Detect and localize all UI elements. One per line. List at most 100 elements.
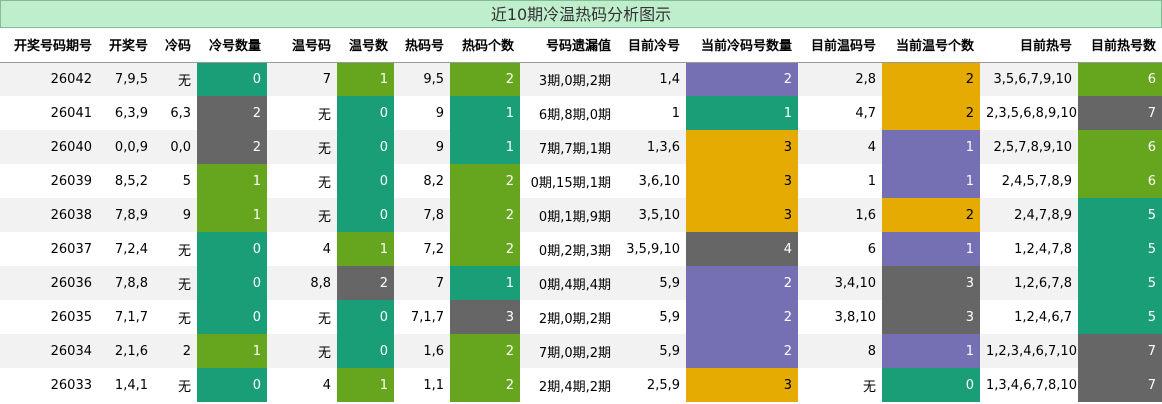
draw-number-cell: 26037 [0,232,98,266]
draw-number-cell: 26038 [0,198,98,232]
current-warm-count-cell: 0 [882,368,980,402]
current-cold-cell: 3,5,9,10 [617,232,686,266]
current-hot-count-cell: 5 [1078,198,1162,232]
cold-code-cell: 无 [154,368,197,402]
current-warm-cell: 3,4,10 [798,266,882,300]
table-row: 26039 8,5,2 5 1 无 0 8,2 2 0期,15期,1期 3,6,10 3 1 1 2,4,… [0,164,1162,198]
hot-count-cell: 1 [450,266,520,300]
warm-count-cell: 0 [337,130,394,164]
current-hot-count-cell: 5 [1078,232,1162,266]
warm-code-cell: 无 [267,334,337,368]
cold-code-cell: 无 [154,232,197,266]
cold-code-cell: 5 [154,164,197,198]
current-warm-count-cell: 3 [882,266,980,300]
hot-count-cell: 2 [450,62,520,96]
cold-count-cell: 1 [197,164,267,198]
warm-count-cell: 1 [337,62,394,96]
current-warm-header: 目前温码号 [798,28,882,63]
draw-number-cell: 26041 [0,96,98,130]
current-warm-count-cell: 1 [882,164,980,198]
header-row: 开奖号码期号 开奖号 冷码 冷号数量 温号码 温号数 热码号 热码个数 号码遗漏值 目前冷号 当前冷… [0,28,1162,63]
draw-number-cell: 26042 [0,62,98,96]
current-hot-cell: 1,2,3,4,6,7,10 [980,334,1078,368]
current-warm-cell: 4,7 [798,96,882,130]
hot-count-cell: 2 [450,334,520,368]
analysis-table: 开奖号码期号 开奖号 冷码 冷号数量 温号码 温号数 热码号 热码个数 号码遗漏值 目前冷号 当前冷… [0,28,1162,402]
cold-code-cell: 6,3 [154,96,197,130]
current-hot-cell: 3,5,6,7,9,10 [980,62,1078,96]
current-cold-count-cell: 2 [686,266,798,300]
current-cold-cell: 2,5,9 [617,368,686,402]
draw-number-cell: 26039 [0,164,98,198]
draw-result-cell: 0,0,9 [98,130,154,164]
table-row: 26037 7,2,4 无 0 4 1 7,2 2 0期,2期,3期 3,5,9,10 4 6 1 1,2… [0,232,1162,266]
cold-count-cell: 0 [197,300,267,334]
current-cold-count-cell: 3 [686,164,798,198]
current-hot-cell: 1,2,4,7,8 [980,232,1078,266]
current-hot-cell: 1,2,4,6,7 [980,300,1078,334]
table-row: 26036 7,8,8 无 0 8,8 2 7 1 0期,4期,4期 5,9 2 3,4,10 3 1,2… [0,266,1162,300]
cold-count-cell: 2 [197,130,267,164]
draw-result-cell: 8,5,2 [98,164,154,198]
current-cold-count-cell: 2 [686,334,798,368]
missing-value-cell: 0期,2期,3期 [520,232,617,266]
current-warm-cell: 1 [798,164,882,198]
current-cold-count-cell: 2 [686,300,798,334]
draw-number-header: 开奖号码期号 [0,28,98,63]
table-row: 26038 7,8,9 9 1 无 0 7,8 2 0期,1期,9期 3,5,10 3 1,6 2 2,4… [0,198,1162,232]
draw-result-cell: 7,2,4 [98,232,154,266]
current-cold-count-cell: 3 [686,198,798,232]
missing-value-cell: 0期,4期,4期 [520,266,617,300]
draw-number-cell: 26036 [0,266,98,300]
warm-count-header: 温号数 [337,28,394,63]
current-cold-count-header: 当前冷码号数量 [686,28,798,63]
missing-value-cell: 0期,1期,9期 [520,198,617,232]
cold-code-cell: 2 [154,334,197,368]
current-warm-count-cell: 2 [882,198,980,232]
hot-count-cell: 2 [450,164,520,198]
current-hot-count-cell: 7 [1078,334,1162,368]
warm-code-cell: 4 [267,232,337,266]
current-cold-count-cell: 4 [686,232,798,266]
hot-code-cell: 1,6 [394,334,450,368]
current-warm-cell: 3,8,10 [798,300,882,334]
table-row: 26034 2,1,6 2 1 无 0 1,6 2 7期,0期,2期 5,9 2 8 1 1,2,3,4,… [0,334,1162,368]
current-warm-cell: 6 [798,232,882,266]
draw-result-cell: 6,3,9 [98,96,154,130]
cold-code-header: 冷码 [154,28,197,63]
cold-count-cell: 0 [197,232,267,266]
hot-code-cell: 7,1,7 [394,300,450,334]
warm-code-cell: 无 [267,300,337,334]
hot-code-cell: 9 [394,96,450,130]
current-hot-count-cell: 5 [1078,266,1162,300]
current-hot-cell: 1,2,6,7,8 [980,266,1078,300]
table-row: 26042 7,9,5 无 0 7 1 9,5 2 3期,0期,2期 1,4 2 2,8 2 3,5,6,… [0,62,1162,96]
hot-count-cell: 1 [450,130,520,164]
hot-code-header: 热码号 [394,28,450,63]
missing-value-cell: 2期,4期,2期 [520,368,617,402]
current-warm-cell: 8 [798,334,882,368]
warm-code-cell: 无 [267,198,337,232]
table-row: 26040 0,0,9 0,0 2 无 0 9 1 7期,7期,1期 1,3,6 3 4 1 2,5,7,… [0,130,1162,164]
cold-count-cell: 1 [197,334,267,368]
draw-number-cell: 26040 [0,130,98,164]
draw-result-cell: 2,1,6 [98,334,154,368]
current-cold-count-cell: 1 [686,96,798,130]
cold-count-cell: 0 [197,368,267,402]
draw-result-cell: 7,1,7 [98,300,154,334]
page-title: 近10期冷温热码分析图示 [0,0,1162,28]
hot-count-header: 热码个数 [450,28,520,63]
hot-count-cell: 2 [450,368,520,402]
current-cold-count-cell: 3 [686,368,798,402]
warm-code-cell: 无 [267,96,337,130]
current-cold-cell: 5,9 [617,334,686,368]
warm-code-cell: 无 [267,164,337,198]
current-warm-cell: 1,6 [798,198,882,232]
warm-code-header: 温号码 [267,28,337,63]
warm-count-cell: 0 [337,96,394,130]
cold-code-cell: 无 [154,300,197,334]
current-hot-count-cell: 5 [1078,300,1162,334]
current-cold-cell: 1 [617,96,686,130]
missing-value-cell: 7期,0期,2期 [520,334,617,368]
hot-code-cell: 8,2 [394,164,450,198]
